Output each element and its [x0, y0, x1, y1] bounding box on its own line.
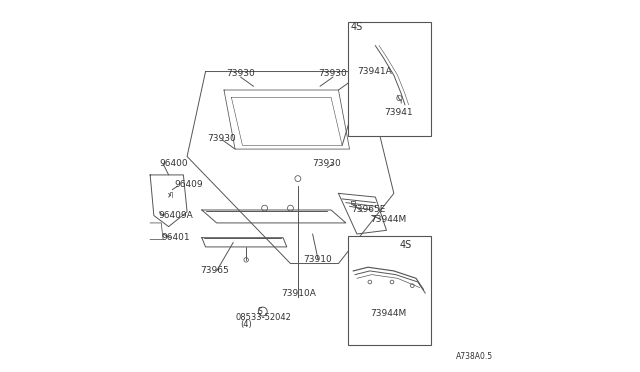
Text: 73930: 73930 [207, 134, 236, 142]
Text: S: S [258, 307, 262, 316]
Text: 73930: 73930 [312, 159, 341, 169]
Text: 73941: 73941 [385, 108, 413, 117]
Text: 73944M: 73944M [370, 215, 406, 224]
Text: (4): (4) [240, 320, 252, 329]
Text: 96400: 96400 [159, 159, 188, 169]
Text: A738A0.5: A738A0.5 [456, 352, 493, 361]
Text: 73910A: 73910A [281, 289, 316, 298]
Text: 73965: 73965 [200, 266, 228, 275]
Text: 08533-52042: 08533-52042 [235, 312, 291, 321]
Text: 4S: 4S [350, 22, 362, 32]
Text: 96409A: 96409A [158, 211, 193, 220]
FancyBboxPatch shape [348, 22, 431, 136]
Text: 96409: 96409 [174, 180, 203, 189]
Text: 4S: 4S [399, 240, 412, 250]
Text: 73941A: 73941A [357, 67, 392, 76]
Text: 73944M: 73944M [370, 309, 406, 318]
Text: 73930: 73930 [226, 69, 255, 78]
Text: 73910: 73910 [303, 255, 332, 264]
Text: 73930: 73930 [318, 69, 347, 78]
Text: 96401: 96401 [161, 233, 190, 242]
Text: 73965E: 73965E [351, 205, 386, 215]
FancyBboxPatch shape [348, 236, 431, 345]
